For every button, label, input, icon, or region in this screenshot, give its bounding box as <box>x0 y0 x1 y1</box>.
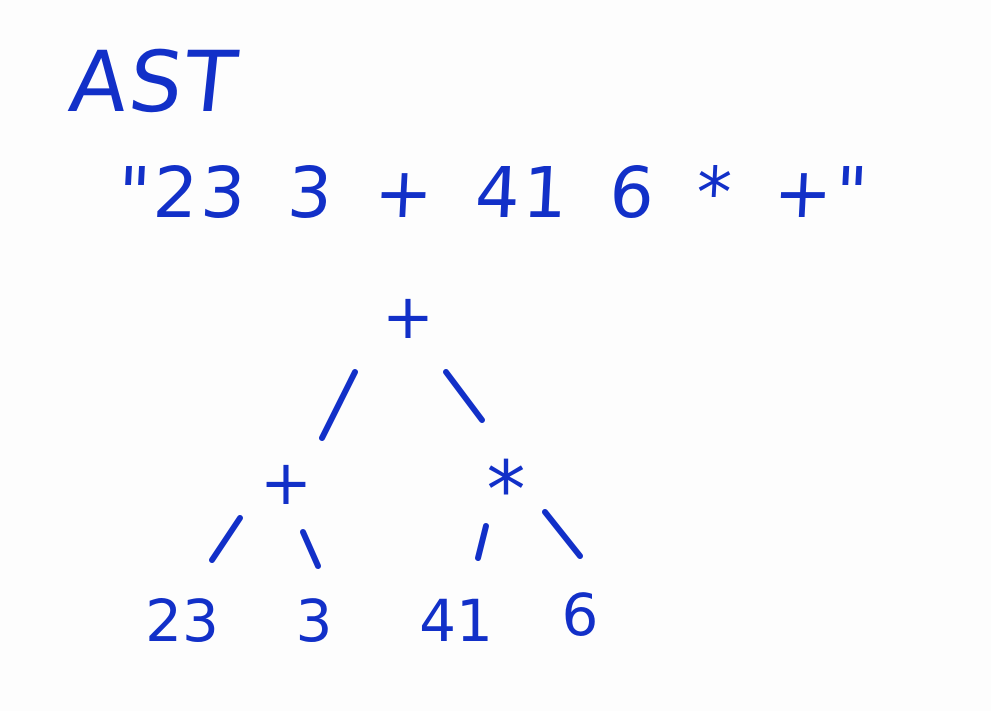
edge-plus-to-23 <box>209 515 243 563</box>
edge-root-to-right <box>443 369 485 423</box>
edge-times-to-6 <box>542 509 583 559</box>
tree-node-right-times: * <box>486 446 526 536</box>
tree-node-left-plus: + <box>260 446 312 519</box>
edge-times-to-41 <box>475 523 489 561</box>
edge-root-to-left <box>319 369 358 441</box>
edge-plus-to-3 <box>300 529 321 569</box>
tree-node-root-plus: + <box>382 280 434 353</box>
tree-leaf-41: 41 <box>419 587 493 655</box>
tree-leaf-6: 6 <box>561 581 599 649</box>
tree-leaf-3: 3 <box>295 587 333 655</box>
tree-leaf-23: 23 <box>145 587 219 655</box>
